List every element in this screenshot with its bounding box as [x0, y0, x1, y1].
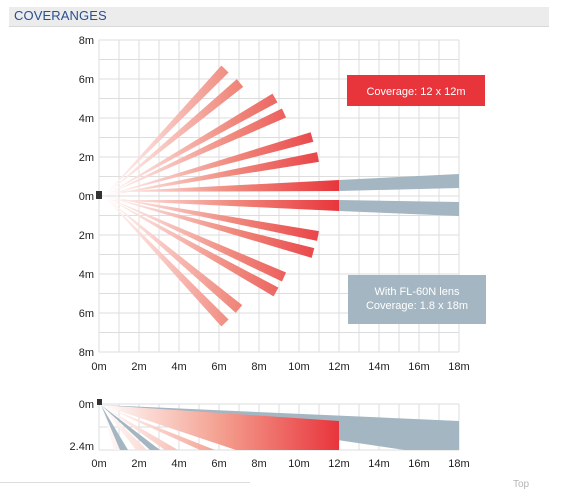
side-coverage-beam: [101, 405, 339, 450]
lens-callout: With FL-60N lens Coverage: 1.8 x 18m: [348, 275, 486, 324]
top-view-beams: [104, 65, 459, 327]
y-tick: 8m: [79, 347, 94, 359]
side-y-tick: 2.4m: [70, 441, 94, 453]
coverage-beam: [104, 152, 319, 196]
side-x-tick: 12m: [328, 458, 349, 470]
coverage-beam: [104, 65, 229, 196]
coverage-beam: [104, 196, 243, 313]
side-detector-icon: [97, 399, 102, 405]
coverage-beam: [104, 79, 244, 196]
lens-callout-line2: Coverage: 1.8 x 18m: [366, 300, 468, 312]
side-x-tick: 16m: [408, 458, 429, 470]
side-lens-ray: [101, 405, 128, 450]
side-x-tick: 14m: [368, 458, 389, 470]
side-x-tick: 10m: [288, 458, 309, 470]
y-tick: 6m: [79, 74, 94, 86]
side-view-x-axis: 0m 2m 4m 6m 8m 10m 12m 14m 16m 18m: [91, 458, 469, 470]
side-view-beams: [101, 405, 459, 450]
back-to-top-link[interactable]: Top: [513, 479, 530, 490]
side-view-y-axis: 0m 2.4m: [70, 399, 94, 453]
coverage-beam: [104, 108, 287, 196]
y-tick: 4m: [79, 269, 94, 281]
side-x-tick: 6m: [211, 458, 226, 470]
x-tick: 0m: [91, 361, 106, 373]
top-view-y-axis: 8m 6m 4m 2m 0m 2m 4m 6m 8m: [79, 35, 94, 359]
side-x-tick: 18m: [448, 458, 469, 470]
top-view-x-axis: 0m 2m 4m 6m 8m 10m 12m 14m 16m 18m: [91, 361, 469, 373]
coverage-beam: [104, 196, 319, 241]
side-coverage-ray: [101, 405, 178, 450]
y-tick: 4m: [79, 113, 94, 125]
side-x-tick: 8m: [251, 458, 266, 470]
side-x-tick: 2m: [131, 458, 146, 470]
coverage-beam: [104, 180, 339, 192]
section-title: COVERANGES: [14, 8, 107, 23]
side-lens-ray: [101, 405, 160, 450]
coverage-callout-text: Coverage: 12 x 12m: [366, 86, 465, 98]
coverage-beam: [104, 196, 279, 297]
x-tick: 4m: [171, 361, 186, 373]
coverage-beam: [104, 196, 229, 327]
x-tick: 14m: [368, 361, 389, 373]
lens-beam: [339, 200, 459, 216]
coverage-beam: [104, 132, 314, 196]
lens-beam: [339, 174, 459, 191]
footer-divider: [0, 482, 250, 483]
side-x-tick: 0m: [91, 458, 106, 470]
coverage-beam: [104, 196, 287, 282]
x-tick: 18m: [448, 361, 469, 373]
lens-callout-line1: With FL-60N lens: [375, 286, 460, 298]
coverage-beam: [104, 93, 278, 196]
x-tick: 8m: [251, 361, 266, 373]
y-tick: 8m: [79, 35, 94, 47]
lens-callout-box: [348, 275, 486, 324]
x-tick: 12m: [328, 361, 349, 373]
coverage-callout-box: [347, 75, 485, 106]
top-view-grid: [98, 39, 460, 353]
section-header: COVERANGES: [9, 7, 549, 27]
coverage-beam: [104, 200, 339, 211]
x-tick: 2m: [131, 361, 146, 373]
detector-icon: [96, 191, 102, 199]
x-tick: 6m: [211, 361, 226, 373]
y-tick: 6m: [79, 308, 94, 320]
x-tick: 10m: [288, 361, 309, 373]
side-coverage-ray: [101, 405, 147, 450]
y-tick: 2m: [79, 152, 94, 164]
side-x-tick: 4m: [171, 458, 186, 470]
coverage-callout: Coverage: 12 x 12m: [347, 75, 485, 106]
side-coverage-ray: [101, 405, 215, 450]
y-tick: 0m: [79, 191, 94, 203]
side-y-tick: 0m: [79, 399, 94, 411]
coverage-beam: [104, 196, 315, 258]
x-tick: 16m: [408, 361, 429, 373]
y-tick: 2m: [79, 230, 94, 242]
